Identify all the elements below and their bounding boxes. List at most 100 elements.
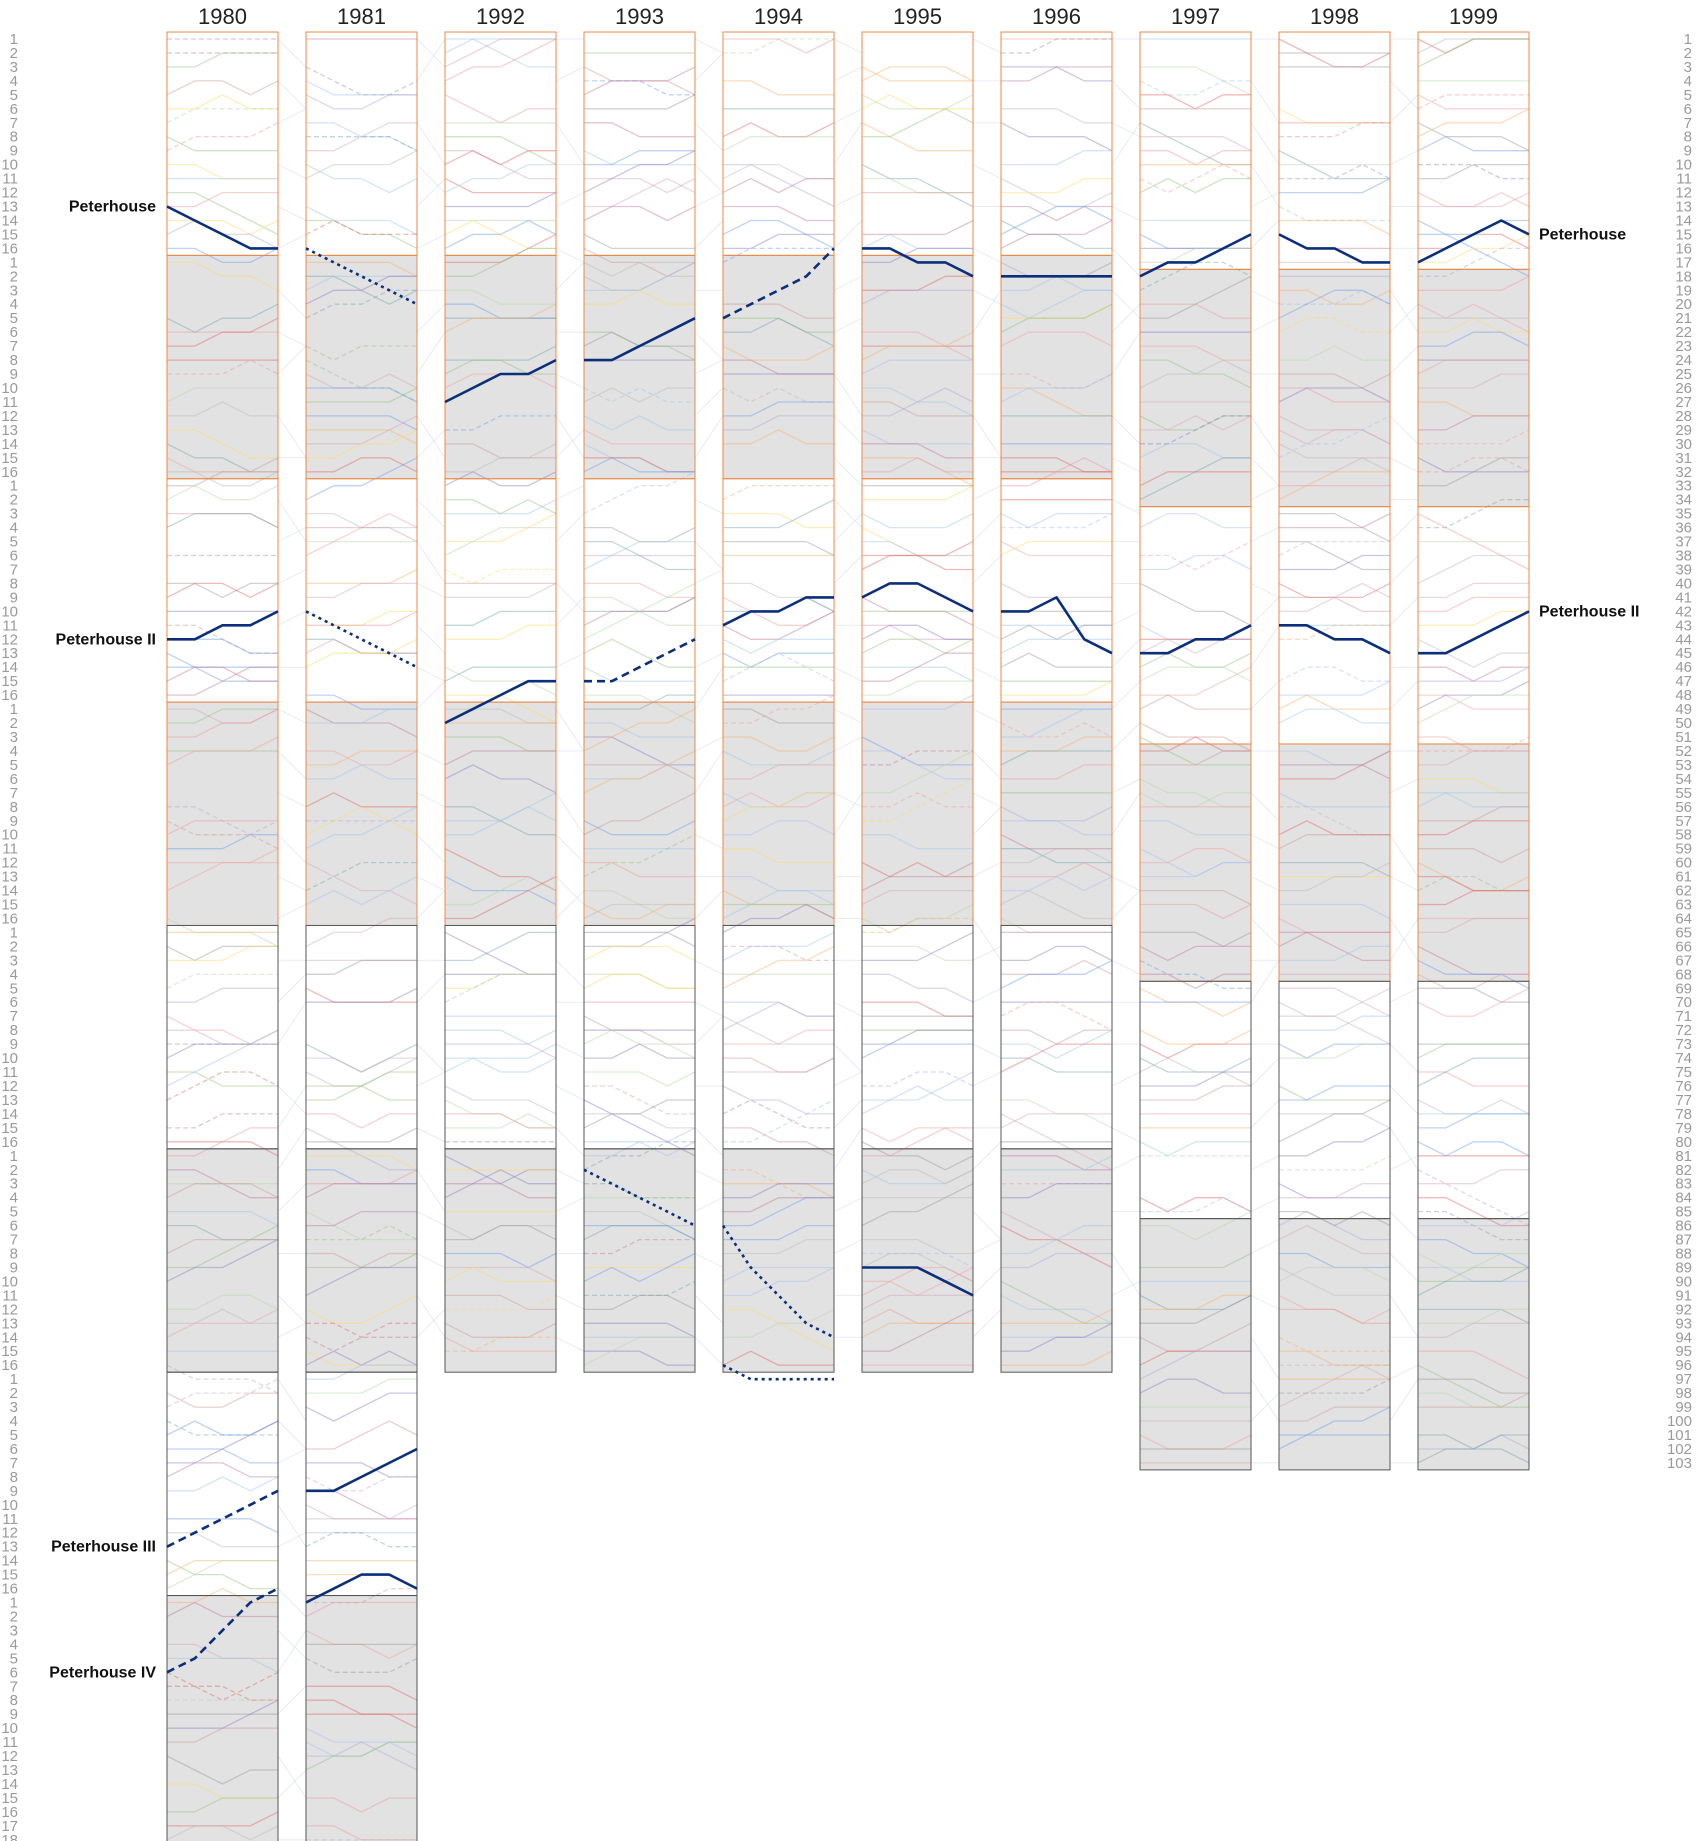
peterhouse-iv-line-1981 xyxy=(305,1573,418,1604)
connector-1997-46 xyxy=(1250,625,1280,668)
connector-1997-79 xyxy=(1250,1099,1280,1129)
crew-line-1992-76 xyxy=(444,1085,557,1115)
crew-line-1995-22 xyxy=(862,331,974,361)
crew-line-1995-30 xyxy=(862,443,973,459)
connector-1997-13 xyxy=(1250,192,1280,207)
crew-line-1999-26 xyxy=(1418,373,1529,389)
crew-line-1999-82 xyxy=(1417,1169,1530,1227)
crew-line-1994-20 xyxy=(723,303,834,319)
connector-1996-91 xyxy=(1111,1280,1141,1296)
crew-line-1999-66 xyxy=(1417,945,1529,975)
connector-1980-4 xyxy=(277,80,307,110)
tick-label-left: 1 xyxy=(10,924,18,941)
crew-line-1980-111 xyxy=(166,1559,278,1576)
crew-line-1994-72 xyxy=(722,1001,834,1031)
crew-line-1981-56 xyxy=(305,792,417,808)
crew-line-1998-83 xyxy=(1278,1183,1390,1199)
crew-line-1998-55 xyxy=(1278,792,1390,808)
year-label-1995: 1995 xyxy=(893,4,942,29)
connector-1992-61 xyxy=(555,876,585,905)
crew-line-1994-50 xyxy=(723,694,835,724)
crew-line-1992-54 xyxy=(444,764,557,794)
crew-line-1998-35 xyxy=(1279,512,1391,543)
crew-line-1995-41 xyxy=(861,596,974,626)
crew-line-1997-9 xyxy=(1140,150,1251,166)
connector-1995-70 xyxy=(972,987,1002,1003)
connector-1980-103 xyxy=(277,1448,307,1464)
connector-1980-82 xyxy=(277,1127,307,1171)
tick-label-left: 13 xyxy=(1,1762,18,1779)
crew-line-1999-27 xyxy=(1418,401,1529,417)
tick-label-left: 15 xyxy=(1,673,18,690)
crew-line-1980-3 xyxy=(167,52,278,68)
crew-line-1998-92 xyxy=(1279,1308,1390,1324)
crew-line-1998-50 xyxy=(1278,708,1390,724)
peterhouse-ii-line-1997 xyxy=(1140,624,1252,655)
crew-line-1996-13 xyxy=(1001,205,1112,222)
crew-line-1980-94 xyxy=(166,1308,279,1338)
connector-1993-37 xyxy=(694,541,724,570)
crew-line-1992-22 xyxy=(444,303,557,333)
crew-line-1994-83 xyxy=(723,1183,835,1199)
crew-line-1999-32 xyxy=(1418,457,1530,473)
crew-line-1981-29 xyxy=(306,429,418,445)
tick-label-right: 40 xyxy=(1675,575,1692,592)
tick-label-right: 14 xyxy=(1675,212,1692,229)
tick-label-right: 65 xyxy=(1675,924,1692,941)
connector-1981-73 xyxy=(416,1043,446,1073)
connector-1994-37 xyxy=(833,513,863,542)
crew-line-1993-7 xyxy=(584,122,695,138)
connector-1995-94 xyxy=(972,1309,1002,1338)
crew-line-1997-29 xyxy=(1140,415,1252,431)
connector-1981-16 xyxy=(416,233,446,249)
crew-line-1992-51 xyxy=(445,736,556,752)
tick-label-right: 17 xyxy=(1675,254,1692,271)
tick-label-right: 74 xyxy=(1675,1050,1692,1067)
division-bg-1996-6 xyxy=(1001,1148,1112,1373)
crew-line-1999-23 xyxy=(1418,331,1530,347)
connector-1994-79 xyxy=(833,1099,863,1129)
tick-label-right: 68 xyxy=(1675,966,1692,983)
division-border-1999-6 xyxy=(1417,1218,1530,1471)
crew-line-1999-76 xyxy=(1417,1057,1529,1087)
crew-line-1980-118 xyxy=(166,1671,279,1701)
crew-line-1993-11 xyxy=(584,177,696,194)
connector-1993-58 xyxy=(694,834,724,850)
tick-label-left: 9 xyxy=(10,813,18,830)
crew-line-1996-10 xyxy=(1001,150,1112,166)
connector-1992-58 xyxy=(555,834,585,863)
crew-line-1993-26 xyxy=(583,387,695,403)
crew-line-1998-63 xyxy=(1279,903,1391,920)
connector-1981-76 xyxy=(416,1071,446,1087)
crew-line-1980-23 xyxy=(167,317,279,347)
tick-label-left: 8 xyxy=(10,1246,18,1263)
crew-line-1995-51 xyxy=(861,736,973,766)
crew-line-1998-54 xyxy=(1279,750,1391,780)
tick-label-right: 78 xyxy=(1675,1106,1692,1123)
peterhouse-iii-line-1980 xyxy=(166,1489,279,1548)
tick-label-left: 13 xyxy=(1,199,18,216)
crew-line-1993-10 xyxy=(584,150,695,166)
crew-line-1981-40 xyxy=(306,568,418,585)
crew-line-1980-46 xyxy=(167,666,278,682)
connector-1995-55 xyxy=(972,792,1002,808)
crew-line-1996-77 xyxy=(1001,1099,1113,1129)
crew-line-1998-39 xyxy=(1279,554,1390,571)
division-bg-1997-6 xyxy=(1140,1218,1251,1470)
crew-line-1996-58 xyxy=(1000,834,1112,850)
crew-line-1981-34 xyxy=(305,457,418,501)
crew-line-1992-12 xyxy=(444,163,556,194)
crew-line-1997-61 xyxy=(1140,861,1251,878)
crew-line-1981-4 xyxy=(305,80,417,96)
crew-line-1981-91 xyxy=(305,1266,417,1296)
crew-line-1996-35 xyxy=(1000,512,1112,529)
division-bg-1997-3 xyxy=(1140,506,1251,744)
crew-line-1993-65 xyxy=(584,917,696,934)
crew-line-1998-94 xyxy=(1278,1336,1390,1352)
tick-label-left: 3 xyxy=(10,506,18,523)
crew-line-1998-1 xyxy=(1278,38,1391,68)
crew-line-1997-65 xyxy=(1140,931,1252,948)
tick-label-left: 13 xyxy=(1,1315,18,1332)
tick-label-right: 16 xyxy=(1675,240,1692,257)
crew-line-1999-97 xyxy=(1418,1378,1529,1394)
